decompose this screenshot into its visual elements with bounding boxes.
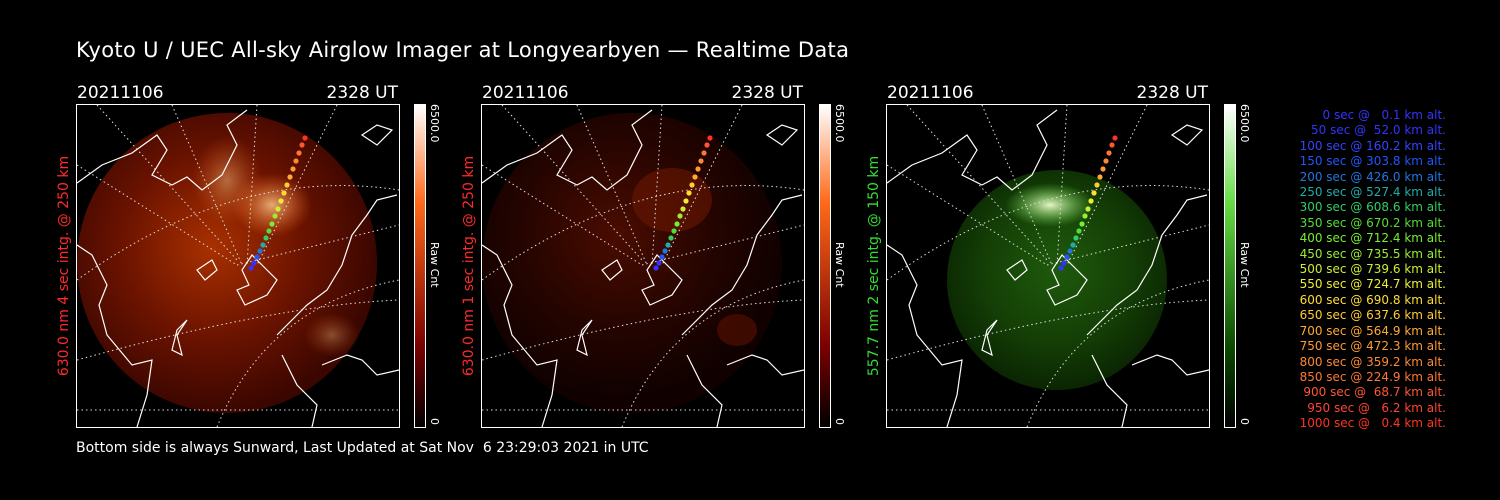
legend-row: 450 sec @ 735.5 km alt. [1299, 246, 1446, 261]
colorbar [819, 104, 831, 428]
legend-row: 900 sec @ 68.7 km alt. [1303, 385, 1446, 400]
legend-row: 550 sec @ 724.7 km alt. [1299, 277, 1446, 292]
colorbar-min: 0 [1238, 418, 1251, 425]
legend-row: 50 sec @ 52.0 km alt. [1311, 123, 1446, 138]
satellite-track [653, 135, 713, 271]
legend-row: 850 sec @ 224.9 km alt. [1299, 369, 1446, 384]
legend-row: 700 sec @ 564.9 km alt. [1299, 323, 1446, 338]
wavelength-label: 630.0 nm 1 sec intg. @ 250 km [461, 155, 477, 377]
page-title: Kyoto U / UEC All-sky Airglow Imager at … [76, 38, 850, 62]
legend-row: 500 sec @ 739.6 km alt. [1299, 262, 1446, 277]
colorbar-unit: Raw Cnt [833, 242, 846, 288]
legend-row: 750 sec @ 472.3 km alt. [1299, 339, 1446, 354]
colorbar-unit: Raw Cnt [1238, 242, 1251, 288]
coastline [482, 109, 804, 427]
airglow-disk [482, 113, 782, 413]
coastline [77, 109, 399, 427]
panel-time: 2328 UT [326, 83, 399, 103]
legend-row: 950 sec @ 6.2 km alt. [1307, 400, 1446, 415]
satellite-track [1058, 135, 1118, 271]
colorbar-min: 0 [428, 418, 441, 425]
legend-row: 0 sec @ 0.1 km alt. [1322, 108, 1447, 122]
legend-row: 300 sec @ 608.6 km alt. [1299, 200, 1446, 215]
panel-date: 20211106 [77, 83, 164, 103]
colorbar [1224, 104, 1236, 428]
colorbar-min: 0 [833, 418, 846, 425]
legend-row: 1000 sec @ 0.4 km alt. [1299, 416, 1446, 431]
allsky-map[interactable] [481, 104, 805, 428]
legend-row: 200 sec @ 426.0 km alt. [1299, 169, 1446, 184]
satellite-track [248, 135, 308, 271]
panel-date: 20211106 [482, 83, 569, 103]
coastline [887, 109, 1209, 427]
panel-time: 2328 UT [731, 83, 804, 103]
allsky-map[interactable] [76, 104, 400, 428]
legend-row: 350 sec @ 670.2 km alt. [1299, 215, 1446, 230]
panel-time: 2328 UT [1136, 83, 1209, 103]
legend-row: 800 sec @ 359.2 km alt. [1299, 354, 1446, 369]
wavelength-label: 630.0 nm 4 sec intg. @ 250 km [56, 155, 72, 377]
wavelength-label: 557.7 nm 2 sec intg. @ 150 km [866, 155, 882, 377]
legend-row: 250 sec @ 527.4 km alt. [1299, 185, 1446, 200]
time-altitude-legend: 0 sec @ 0.1 km alt. 50 sec @ 52.0 km alt.… [1262, 108, 1446, 432]
panel-date: 20211106 [887, 83, 974, 103]
legend-row: 150 sec @ 303.8 km alt. [1299, 154, 1446, 169]
allsky-map[interactable] [886, 104, 1210, 428]
colorbar [414, 104, 426, 428]
footer-status: Bottom side is always Sunward, Last Upda… [76, 440, 649, 456]
legend-row: 650 sec @ 637.6 km alt. [1299, 308, 1446, 323]
colorbar-unit: Raw Cnt [428, 242, 441, 288]
legend-row: 400 sec @ 712.4 km alt. [1299, 231, 1446, 246]
legend-row: 600 sec @ 690.8 km alt. [1299, 292, 1446, 307]
legend-row: 100 sec @ 160.2 km alt. [1299, 138, 1446, 153]
